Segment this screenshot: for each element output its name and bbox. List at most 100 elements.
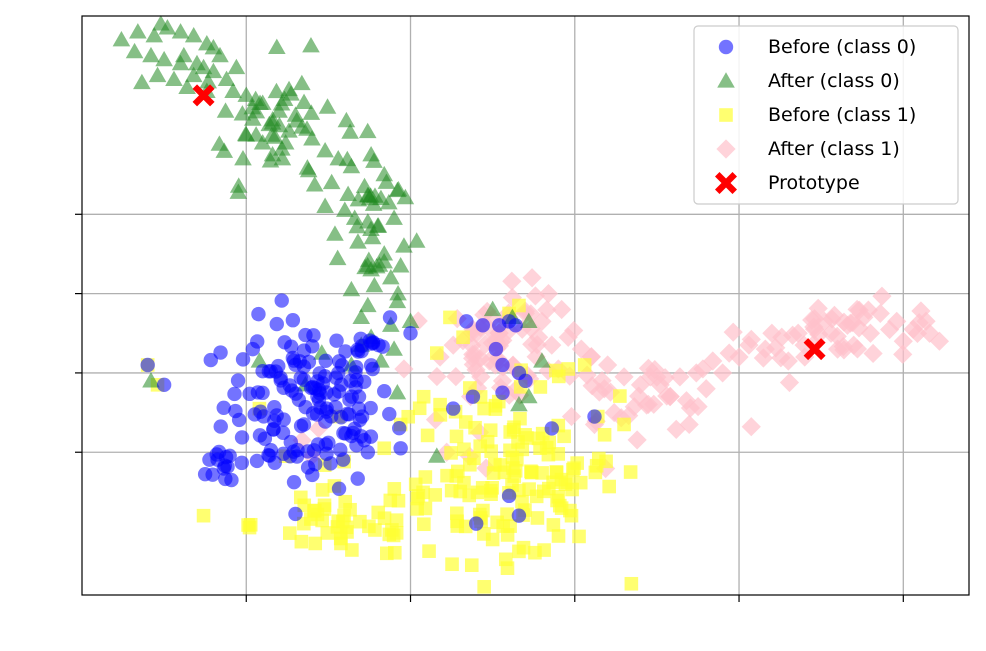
point-before-class1: [420, 428, 435, 443]
point-after-class0: [112, 30, 131, 47]
point-after-class0: [237, 86, 256, 102]
point-after-class0: [348, 217, 366, 234]
point-before-class1: [624, 576, 639, 591]
point-after-class1: [887, 311, 907, 331]
point-after-class0: [345, 209, 364, 225]
point-before-class0: [306, 443, 322, 458]
point-before-class1: [505, 478, 519, 492]
point-before-class0: [318, 353, 333, 369]
point-after-class0: [337, 111, 356, 128]
point-before-class1: [549, 465, 564, 479]
point-before-class1: [412, 401, 427, 416]
point-after-class1: [822, 309, 842, 329]
point-after-class1: [592, 371, 612, 391]
point-after-class0: [365, 276, 384, 293]
point-before-class0: [203, 352, 218, 368]
point-after-class0: [358, 122, 377, 139]
point-after-class0: [363, 228, 382, 245]
legend-marker-3: [719, 108, 733, 122]
point-after-class1: [538, 361, 558, 381]
point-after-class1: [564, 320, 584, 341]
point-after-class0: [519, 312, 538, 328]
point-after-class1: [604, 402, 624, 423]
point-after-class0: [199, 72, 217, 89]
point-before-class1: [541, 481, 556, 496]
point-before-class0: [224, 472, 239, 488]
point-after-class0: [389, 181, 408, 197]
point-before-class1: [401, 409, 416, 424]
point-after-class0: [318, 98, 337, 114]
point-before-class0: [140, 357, 155, 373]
point-before-class0: [501, 488, 517, 504]
point-after-class1: [598, 355, 618, 375]
point-before-class0: [298, 399, 313, 415]
point-before-class0: [305, 467, 320, 483]
point-before-class1: [551, 529, 566, 543]
point-after-class0: [267, 82, 286, 99]
point-after-class0: [273, 149, 292, 166]
point-before-class0: [256, 409, 271, 424]
point-after-class1: [809, 324, 829, 345]
point-after-class1: [762, 323, 782, 343]
point-after-class1: [676, 391, 697, 411]
point-after-class1: [292, 430, 312, 450]
point-before-class0: [310, 389, 325, 404]
point-after-class0: [273, 140, 291, 156]
point-after-class0: [328, 249, 347, 266]
point-before-class0: [488, 341, 504, 357]
point-before-class0: [277, 335, 292, 350]
point-after-class0: [217, 70, 236, 87]
point-after-class0: [395, 237, 413, 253]
point-before-class1: [416, 389, 431, 404]
point-before-class0: [227, 386, 242, 402]
point-after-class1: [522, 268, 542, 288]
point-before-class0: [251, 306, 266, 322]
point-before-class1: [570, 456, 584, 470]
point-before-class1: [533, 380, 548, 394]
point-after-class1: [655, 368, 675, 388]
point-after-class0: [261, 152, 280, 168]
point-after-class1: [525, 286, 546, 306]
point-after-class0: [184, 27, 203, 43]
point-before-class1: [557, 429, 571, 444]
point-after-class1: [880, 319, 900, 340]
point-before-class1: [541, 447, 556, 462]
point-after-class0: [388, 292, 407, 309]
point-after-class0: [302, 104, 321, 120]
point-before-class1: [577, 358, 592, 372]
point-after-class1: [561, 406, 582, 427]
point-after-class0: [385, 340, 403, 356]
point-before-class1: [320, 526, 335, 540]
point-before-class1: [462, 488, 477, 503]
point-after-class1: [814, 311, 835, 331]
point-after-class0: [233, 105, 252, 121]
point-before-class0: [305, 339, 320, 354]
point-after-class1: [872, 286, 892, 306]
point-after-class1: [686, 363, 706, 383]
point-after-class0: [253, 134, 272, 150]
point-before-class0: [360, 445, 376, 460]
point-before-class0: [334, 377, 349, 392]
point-before-class1: [484, 484, 498, 498]
point-before-class0: [296, 372, 312, 387]
point-after-class1: [916, 311, 936, 331]
point-before-class1: [428, 488, 443, 502]
point-after-class0: [370, 256, 389, 272]
point-before-class1: [572, 529, 586, 544]
point-after-class1: [408, 311, 428, 331]
point-before-class0: [357, 433, 372, 448]
point-before-class1: [599, 454, 613, 469]
axes-frame: [81, 15, 970, 596]
point-before-class1: [443, 310, 457, 325]
point-after-class0: [184, 66, 203, 83]
point-after-class1: [858, 300, 878, 320]
series-before-class1: [140, 298, 639, 594]
point-before-class0: [403, 326, 418, 341]
point-before-class0: [392, 421, 407, 436]
point-before-class0: [544, 421, 559, 436]
point-before-class1: [241, 518, 255, 532]
point-after-class0: [171, 54, 190, 71]
point-after-class1: [849, 318, 869, 338]
point-before-class0: [511, 365, 527, 381]
point-after-class0: [365, 152, 383, 168]
